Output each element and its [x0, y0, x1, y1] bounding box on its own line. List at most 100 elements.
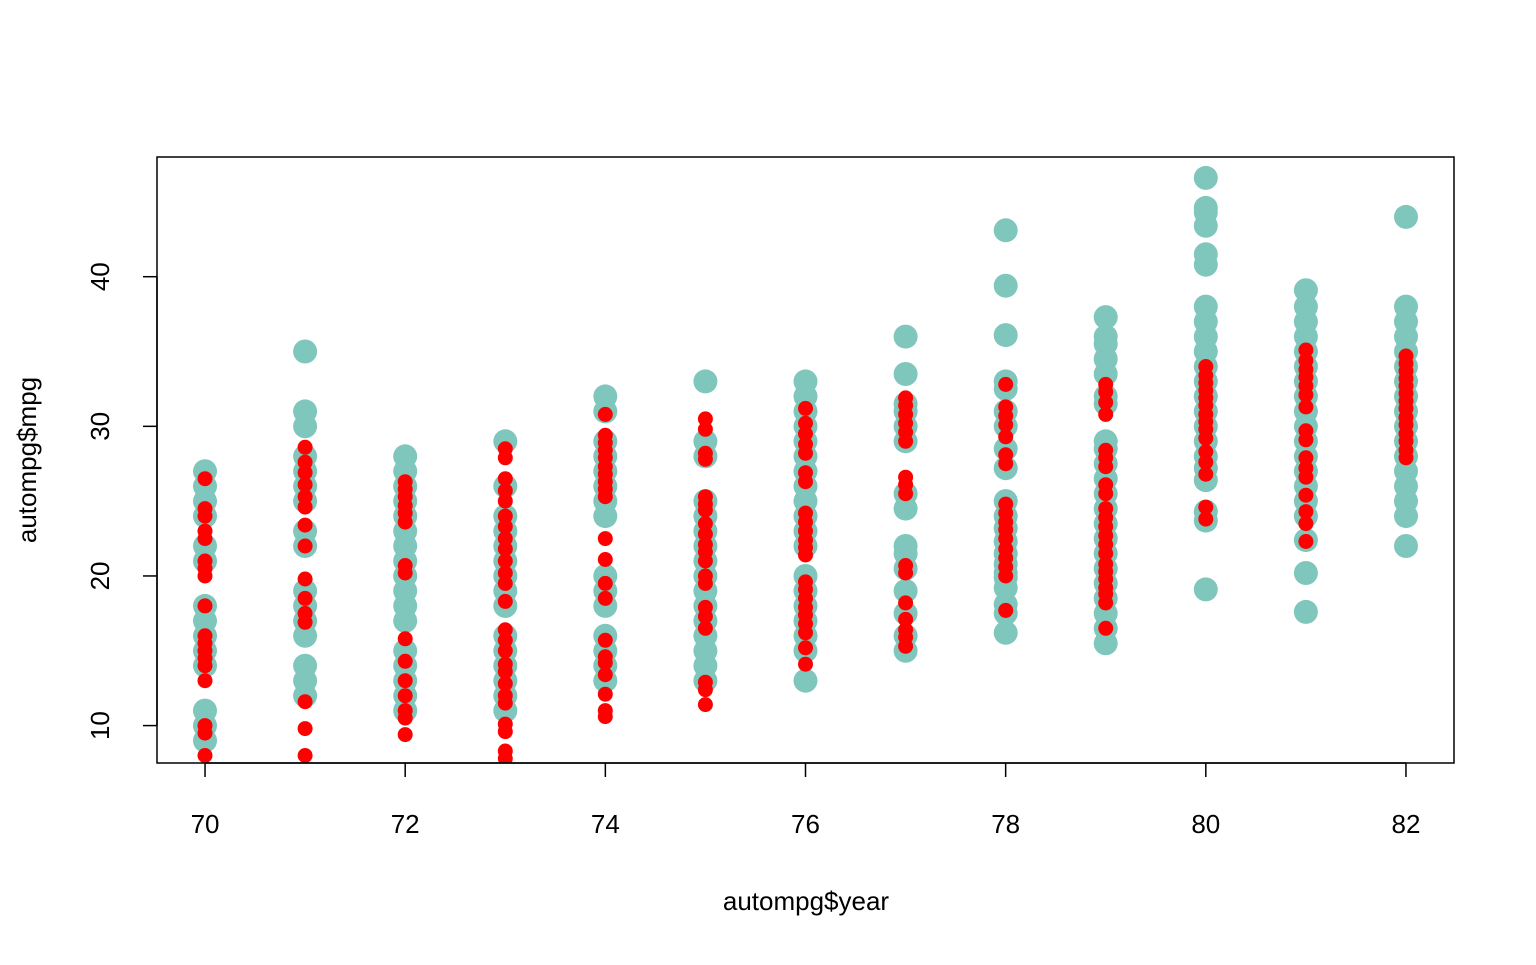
data-point-series2-156: [998, 541, 1014, 557]
data-point-series2-190: [1098, 376, 1114, 392]
data-point-series2-74: [597, 703, 613, 719]
data-point-series2-3: [197, 673, 213, 689]
data-point-series2-39: [397, 631, 413, 647]
data-point-series2-24: [297, 571, 313, 587]
data-point-series2-68: [497, 493, 513, 509]
data-point-series2-93: [597, 406, 613, 422]
data-point-series1-168: [1093, 324, 1118, 349]
data-point-series2-164: [998, 429, 1014, 445]
data-point-series2-211: [1298, 460, 1314, 476]
data-point-series2-128: [798, 505, 813, 521]
data-point-series2-60: [497, 593, 513, 609]
data-point-series2-9: [197, 598, 213, 614]
data-point-series1-192: [1293, 599, 1318, 624]
x-axis-title: autompg$year: [723, 886, 890, 916]
y-axis: 10 20 30 40: [85, 262, 158, 740]
data-point-series2-192: [1198, 499, 1214, 515]
data-point-series2-0: [197, 748, 213, 763]
x-axis: 70 72 74 76 78 80 82: [191, 762, 1420, 839]
data-point-series2-53: [497, 688, 513, 704]
data-point-series2-132: [798, 436, 813, 452]
data-point-series1-226: [1394, 294, 1418, 319]
data-point-series2-99: [697, 599, 713, 615]
data-point-series2-49: [497, 743, 513, 759]
data-point-series1-169: [1093, 305, 1118, 330]
data-point-series2-82: [597, 552, 613, 567]
data-point-series2-191: [1198, 511, 1214, 527]
data-point-series2-161: [998, 496, 1014, 512]
data-point-series2-27: [297, 499, 313, 515]
data-point-series1-210: [1293, 278, 1318, 303]
data-point-series2-209: [1298, 487, 1314, 503]
data-point-series2-109: [697, 489, 713, 505]
data-point-series2-122: [798, 574, 813, 590]
x-tick-label-3: 76: [791, 809, 820, 839]
data-point-series2-97: [697, 620, 713, 636]
data-point-series1-126: [893, 324, 918, 349]
data-point-series2-69: [497, 483, 513, 499]
data-point-series2-70: [497, 471, 513, 487]
data-point-series2-194: [1198, 454, 1214, 470]
data-point-series2-215: [1298, 399, 1314, 415]
data-point-series2-63: [497, 553, 513, 569]
data-point-series2-23: [297, 590, 313, 606]
data-point-series1-29: [293, 339, 318, 364]
x-tick-label-2: 74: [591, 809, 620, 839]
data-point-series2-106: [697, 516, 713, 532]
data-point-series1-145: [993, 323, 1018, 348]
data-point-series1-92: [693, 369, 718, 394]
data-point-series2-163: [998, 447, 1014, 463]
data-point-series1-28: [293, 399, 318, 424]
data-point-series2-101: [697, 568, 713, 584]
data-point-series2-94: [697, 697, 713, 713]
data-point-series2-195: [1198, 444, 1214, 460]
data-point-series2-14: [197, 523, 213, 539]
x-tick-label-1: 72: [391, 809, 420, 839]
data-point-series2-33: [397, 727, 413, 743]
data-point-series2-2: [197, 718, 213, 734]
data-point-series2-26: [297, 517, 313, 533]
data-point-series2-20: [297, 694, 313, 710]
data-point-series2-29: [297, 477, 313, 493]
data-point-series2-187: [1098, 406, 1114, 422]
data-point-series1-46: [393, 444, 418, 469]
y-tick-label-1: 20: [85, 562, 115, 591]
data-point-series1-76: [593, 384, 618, 409]
y-axis-title: autompg$mpg: [12, 377, 42, 543]
data-point-series2-130: [798, 465, 813, 481]
data-point-series2-25: [297, 538, 313, 554]
data-point-series2-152: [998, 602, 1014, 618]
x-tick-label-4: 78: [991, 809, 1020, 839]
data-point-series1-185: [1193, 294, 1218, 319]
y-tick-label-2: 30: [85, 412, 115, 441]
data-point-series2-168: [998, 376, 1014, 392]
data-point-series2-79: [597, 632, 613, 648]
data-point-series2-36: [397, 688, 413, 704]
data-point-series2-64: [497, 541, 513, 557]
data-point-series2-8: [197, 628, 213, 644]
data-point-series2-134: [798, 415, 813, 431]
data-point-series2-140: [898, 595, 914, 611]
points-layer: [193, 165, 1418, 763]
data-point-series1-125: [893, 362, 918, 386]
data-point-series2-221: [1298, 342, 1314, 358]
data-point-series2-114: [798, 656, 813, 672]
data-point-series2-16: [197, 501, 213, 517]
data-point-series2-72: [497, 441, 513, 457]
data-point-series2-214: [1298, 423, 1314, 439]
data-point-series2-54: [497, 676, 513, 692]
data-point-series2-62: [497, 565, 513, 581]
data-point-series2-76: [597, 667, 613, 683]
data-point-series2-38: [397, 653, 413, 669]
data-point-series2-181: [1098, 501, 1114, 517]
data-point-series2-220: [1298, 353, 1314, 368]
data-point-series2-59: [497, 622, 513, 638]
data-point-series2-193: [1198, 466, 1214, 482]
data-point-series2-12: [197, 553, 213, 569]
data-point-series2-113: [697, 411, 713, 427]
data-point-series2-139: [898, 611, 914, 627]
data-point-series2-19: [297, 721, 313, 737]
data-point-series2-207: [1298, 516, 1314, 532]
data-point-series2-115: [798, 640, 813, 656]
